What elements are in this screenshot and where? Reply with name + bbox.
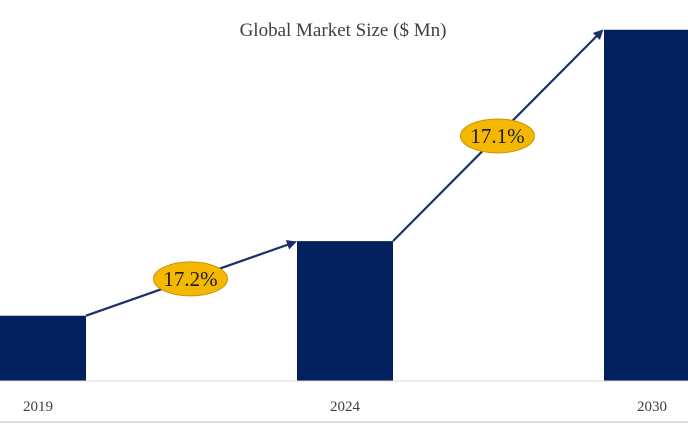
- chart-title: Global Market Size ($ Mn): [240, 20, 447, 41]
- growth-label-1: 17.2%: [163, 267, 217, 291]
- growth-badge-2: [460, 118, 535, 154]
- bar-2019: [0, 315, 86, 381]
- growth-labels: 17.2% 17.1%: [153, 118, 535, 297]
- bar-2024: [297, 241, 393, 381]
- x-tick-label-2024: 2024: [330, 399, 361, 415]
- growth-label-2: 17.1%: [470, 124, 524, 148]
- bars: [0, 29, 688, 382]
- x-tick-label-2030: 2030: [637, 399, 667, 415]
- bar-2030: [604, 29, 688, 382]
- x-tick-labels: 2019 2024 2030: [23, 399, 667, 415]
- x-tick-label-2019: 2019: [23, 399, 53, 415]
- growth-badge-1: [153, 261, 228, 297]
